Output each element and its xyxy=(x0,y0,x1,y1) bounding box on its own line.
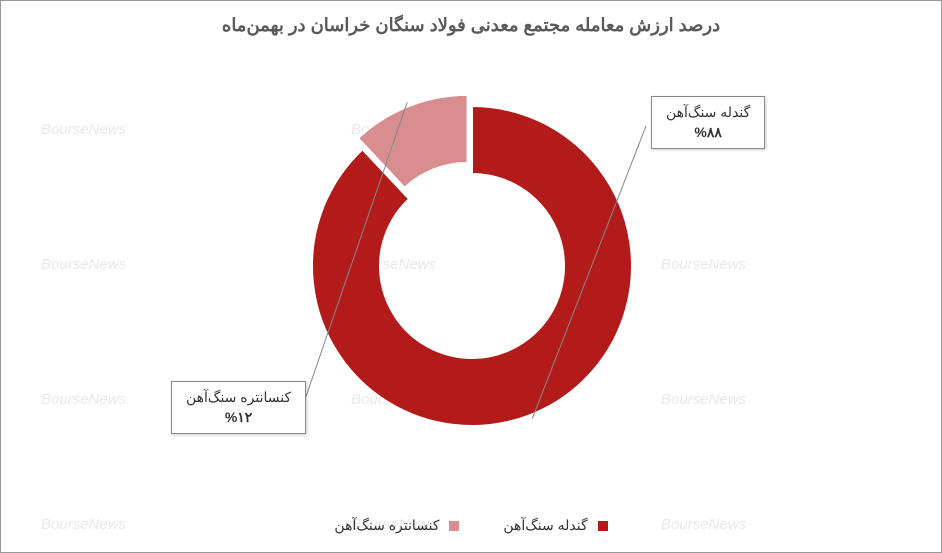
callout-1: کنسانتره سنگ‌آهن%۱۲ xyxy=(171,381,306,434)
chart-title: درصد ارزش معامله مجتمع معدنی فولاد سنگان… xyxy=(1,1,941,36)
legend-swatch-0 xyxy=(598,521,608,531)
callout-0: گندله سنگ‌آهن%۸۸ xyxy=(651,96,765,149)
legend-item-1: کنسانتره سنگ‌آهن xyxy=(334,517,459,534)
callout-percent: %۱۲ xyxy=(186,408,291,428)
legend-item-0: گندله سنگ‌آهن xyxy=(503,517,607,534)
donut-plot-area xyxy=(1,51,942,491)
legend-label-0: گندله سنگ‌آهن xyxy=(503,517,587,533)
legend: گندله سنگ‌آهن کنسانتره سنگ‌آهن xyxy=(1,517,941,534)
chart-container: درصد ارزش معامله مجتمع معدنی فولاد سنگان… xyxy=(0,0,942,553)
legend-swatch-1 xyxy=(449,521,459,531)
donut-slice-0 xyxy=(312,106,632,426)
callout-label: گندله سنگ‌آهن xyxy=(666,103,750,123)
callout-label: کنسانتره سنگ‌آهن xyxy=(186,388,291,408)
legend-label-1: کنسانتره سنگ‌آهن xyxy=(334,517,439,533)
donut-svg xyxy=(1,51,942,491)
callout-percent: %۸۸ xyxy=(666,123,750,143)
